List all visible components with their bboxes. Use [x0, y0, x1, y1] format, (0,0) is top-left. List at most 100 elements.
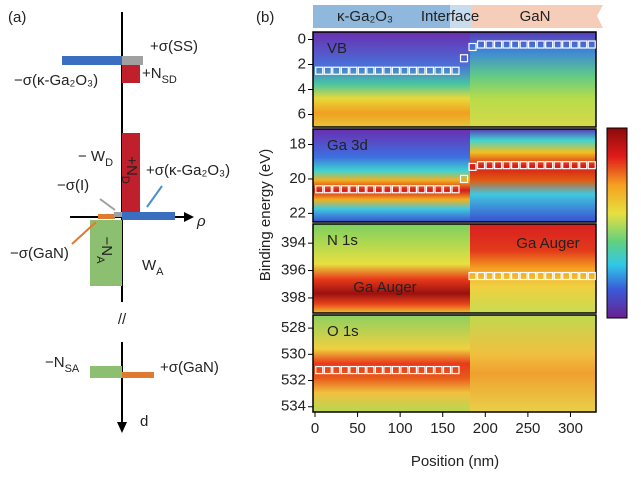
bar	[114, 212, 122, 217]
marker	[357, 66, 366, 75]
marker	[374, 66, 383, 75]
y-axis-label: Binding energy (eV)	[257, 149, 274, 282]
marker	[400, 365, 409, 375]
marker	[587, 40, 596, 49]
marker	[340, 66, 349, 75]
heatmap	[313, 129, 470, 222]
marker	[502, 40, 511, 49]
x-tick-label: 100	[388, 420, 413, 437]
arrow	[99, 198, 116, 211]
marker	[493, 271, 503, 281]
marker	[417, 185, 426, 194]
marker	[459, 54, 469, 63]
label: −σ(GaN)	[10, 245, 69, 262]
marker	[545, 161, 554, 170]
marker	[519, 271, 528, 281]
bar	[90, 220, 122, 286]
label: −NSA	[45, 354, 80, 375]
label: +σ(κ-Ga₂O₃)	[146, 162, 230, 179]
region-label: GaN	[520, 8, 551, 25]
marker	[562, 40, 571, 49]
marker	[434, 66, 443, 75]
heatmap	[470, 224, 596, 313]
marker	[383, 185, 392, 194]
bar	[122, 133, 140, 213]
label-main: +N	[123, 156, 140, 176]
marker	[391, 66, 400, 75]
marker	[400, 66, 409, 75]
marker	[323, 66, 332, 75]
annotation: Ga Auger	[516, 235, 579, 252]
marker	[485, 40, 494, 49]
marker	[366, 365, 375, 375]
y-tick-label: 20	[289, 170, 306, 187]
arrow	[146, 185, 163, 208]
bar	[122, 56, 143, 65]
marker	[579, 161, 588, 170]
marker	[425, 66, 435, 75]
marker	[315, 365, 324, 375]
marker	[366, 185, 375, 194]
marker	[434, 185, 443, 194]
marker	[570, 161, 579, 170]
arrow	[71, 221, 97, 245]
x-tick-label: 200	[473, 420, 498, 437]
panel-frame	[312, 314, 597, 413]
marker	[417, 365, 426, 375]
label: WA	[142, 257, 164, 278]
marker	[408, 66, 418, 75]
marker	[349, 185, 358, 194]
marker	[545, 271, 554, 281]
marker	[511, 161, 520, 170]
marker	[476, 271, 486, 281]
label-main: W	[142, 257, 157, 274]
marker	[442, 66, 452, 75]
bar	[62, 56, 122, 65]
y-tick-label: 530	[281, 345, 306, 362]
region-band	[472, 5, 603, 28]
label-main: +N	[142, 65, 162, 82]
marker	[374, 365, 383, 375]
marker	[536, 40, 545, 49]
marker	[476, 40, 486, 49]
panel-frame	[312, 128, 597, 223]
marker	[493, 161, 503, 170]
axis-label: d	[140, 413, 148, 430]
marker	[468, 42, 477, 52]
marker	[323, 185, 332, 194]
marker	[349, 66, 358, 75]
marker	[340, 365, 349, 375]
label-sub: A	[94, 256, 106, 264]
bar	[122, 65, 140, 83]
y-tick-label: 6	[298, 105, 306, 122]
marker	[357, 185, 366, 194]
marker	[545, 40, 554, 49]
marker	[400, 185, 409, 194]
marker	[442, 185, 452, 194]
label-sub: SD	[162, 74, 177, 86]
marker	[357, 365, 366, 375]
label: +NSD	[142, 65, 177, 86]
panel-frame	[312, 31, 597, 128]
marker	[425, 365, 435, 375]
region-band	[450, 5, 472, 28]
marker	[553, 271, 562, 281]
panel-a	[62, 12, 194, 433]
marker	[511, 271, 520, 281]
marker	[332, 365, 341, 375]
label-sub: D	[119, 176, 131, 184]
marker	[579, 40, 588, 49]
marker	[315, 66, 324, 75]
colorbar	[606, 127, 628, 319]
marker	[562, 271, 571, 281]
label: +σ(GaN)	[160, 359, 219, 376]
marker	[579, 271, 588, 281]
panel-label: (a)	[8, 9, 26, 26]
marker	[459, 174, 469, 184]
marker	[391, 365, 400, 375]
y-tick-label: 0	[298, 30, 306, 47]
marker	[493, 40, 503, 49]
x-axis-label: Position (nm)	[411, 453, 499, 470]
arrowhead	[184, 212, 194, 222]
x-tick-label: 50	[349, 420, 366, 437]
